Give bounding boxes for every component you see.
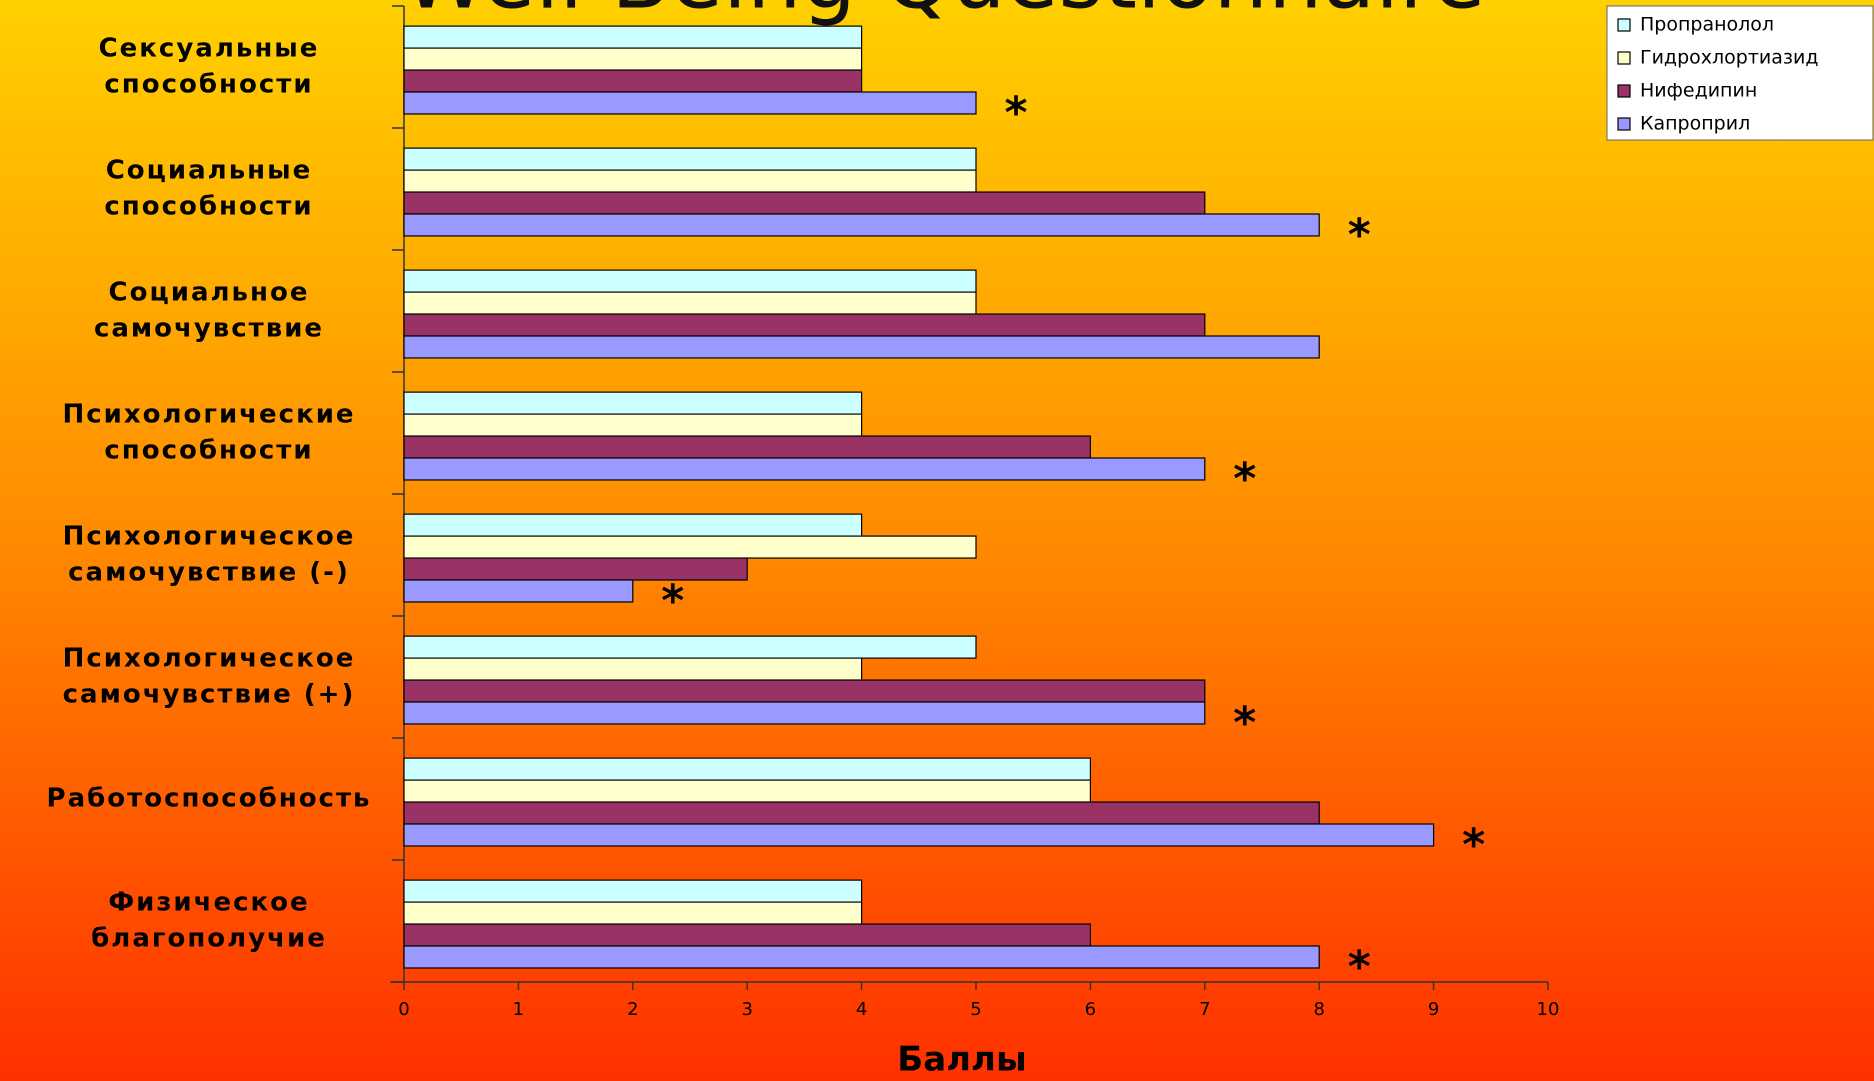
legend-swatch — [1617, 84, 1631, 98]
bar — [403, 25, 863, 49]
bar — [403, 191, 1206, 215]
x-tick-label: 4 — [856, 999, 867, 1020]
bar — [403, 169, 977, 193]
category-label: Работоспособность — [47, 784, 372, 814]
category-label: Физическое — [108, 888, 309, 918]
category-label: способности — [104, 70, 313, 100]
category-label: самочувствие (+) — [63, 680, 356, 710]
x-tick-label: 7 — [1199, 999, 1210, 1020]
category-label: Психологическое — [63, 522, 356, 552]
bar — [403, 91, 977, 115]
legend-swatch — [1617, 51, 1631, 65]
bar — [403, 391, 863, 415]
legend-box — [1606, 5, 1874, 141]
bar — [403, 147, 977, 171]
legend-label: Капроприл — [1640, 113, 1750, 135]
significance-mark: * — [1233, 453, 1256, 504]
bar — [403, 335, 1320, 359]
bar — [403, 291, 977, 315]
x-tick-label: 6 — [1085, 999, 1096, 1020]
legend-swatch — [1617, 117, 1631, 131]
bar — [403, 879, 863, 903]
bar — [403, 679, 1206, 703]
legend-swatch — [1617, 18, 1631, 32]
category-label: способности — [104, 192, 313, 222]
significance-mark: * — [1004, 87, 1027, 138]
x-tick-label: 3 — [741, 999, 752, 1020]
legend-label: Пропранолол — [1640, 14, 1774, 36]
x-tick-label: 0 — [398, 999, 409, 1020]
x-tick-label: 9 — [1428, 999, 1439, 1020]
significance-mark: * — [1233, 697, 1256, 748]
x-axis-label: Баллы — [897, 1040, 1026, 1080]
x-tick-label: 2 — [627, 999, 638, 1020]
bar — [403, 269, 977, 293]
bar — [403, 657, 863, 681]
bar — [403, 69, 863, 93]
bar — [403, 413, 863, 437]
category-label: Социальные — [106, 156, 313, 186]
bar — [403, 945, 1320, 969]
bar — [403, 923, 1092, 947]
bar — [403, 901, 863, 925]
significance-mark: * — [1348, 941, 1371, 992]
bar — [403, 579, 634, 603]
legend-label: Гидрохлортиазид — [1640, 47, 1818, 69]
category-label: способности — [104, 436, 313, 466]
x-tick-label: 1 — [513, 999, 524, 1020]
category-label: Психологические — [62, 400, 355, 430]
x-tick-label: 8 — [1313, 999, 1324, 1020]
chart-title: Well-Being Questionnaire — [402, 0, 1485, 28]
bar — [403, 757, 1092, 781]
bar — [403, 47, 863, 71]
bar — [403, 313, 1206, 337]
significance-mark: * — [661, 575, 684, 626]
bar — [403, 513, 863, 537]
bar — [403, 435, 1092, 459]
bar — [403, 535, 977, 559]
bar — [403, 823, 1435, 847]
bar — [403, 457, 1206, 481]
bar — [403, 779, 1092, 803]
bar — [403, 635, 977, 659]
bar — [403, 557, 748, 581]
x-tick-label: 5 — [970, 999, 981, 1020]
category-label: благополучие — [91, 924, 327, 954]
category-label: самочувствие — [94, 314, 324, 344]
category-label: Психологическое — [63, 644, 356, 674]
legend-label: Нифедипин — [1640, 80, 1757, 102]
category-label: самочувствие (-) — [68, 558, 350, 588]
x-tick-label: 10 — [1537, 999, 1560, 1020]
category-label: Социальное — [109, 278, 310, 308]
bar — [403, 701, 1206, 725]
significance-mark: * — [1348, 209, 1371, 260]
significance-mark: * — [1462, 819, 1485, 870]
bar — [403, 801, 1320, 825]
category-label: Сексуальные — [99, 34, 320, 64]
bar — [403, 213, 1320, 237]
